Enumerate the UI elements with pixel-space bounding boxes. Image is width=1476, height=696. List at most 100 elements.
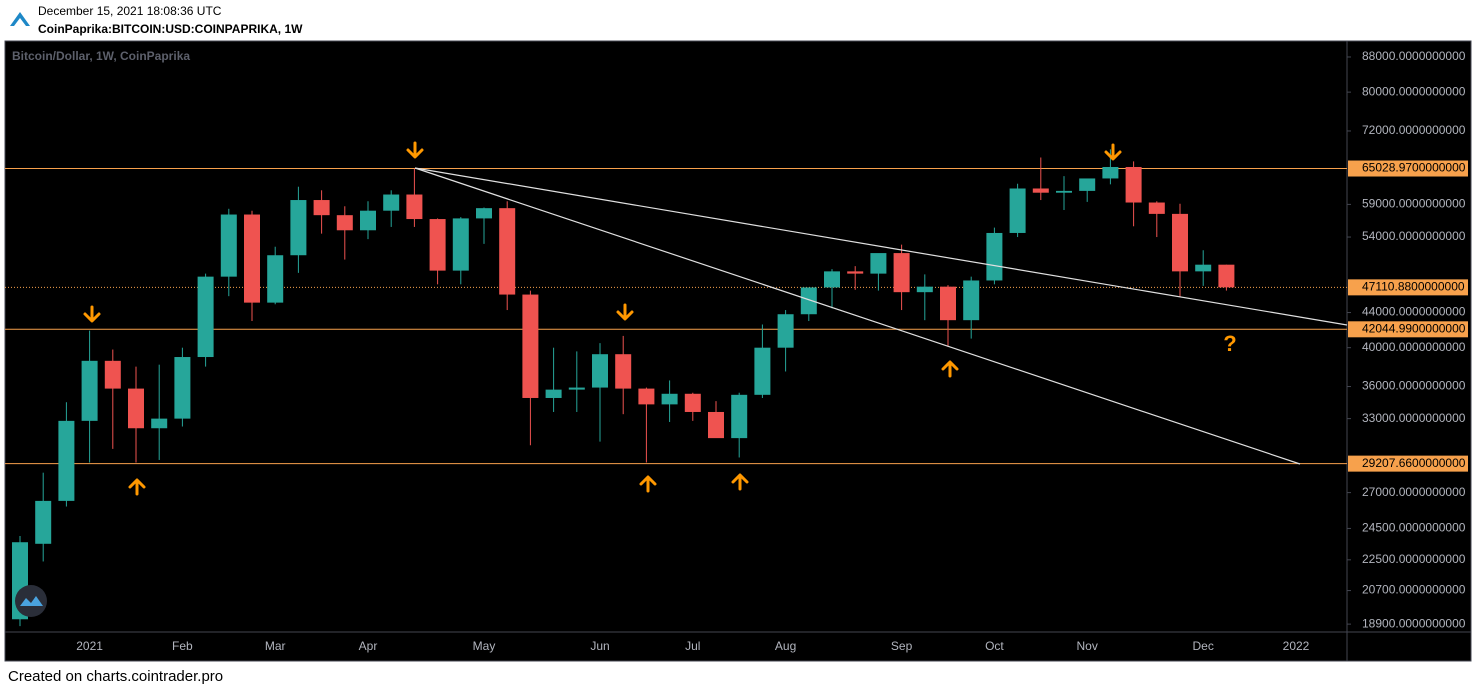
trend-line [414,167,1301,465]
annotation: ? [1223,331,1236,356]
candle-body [522,294,539,398]
arrow-up [731,473,749,491]
level-label-bg [1348,455,1468,472]
y-tick-label: 54000.0000000000 [1362,229,1466,243]
arrow-down [83,305,101,323]
candle-body [267,255,284,303]
y-tick-label: 20700.0000000000 [1362,583,1466,597]
x-tick-label: Feb [172,639,193,653]
y-tick-label: 80000.0000000000 [1362,84,1466,98]
trend-lines [414,167,1348,465]
x-tick-label: Apr [359,639,378,653]
x-tick-label: Sep [891,639,913,653]
candle-body [197,276,214,358]
candle-body [476,208,492,219]
x-tick-label: 2021 [76,639,103,653]
plot [5,149,1347,627]
candle-body [1009,188,1026,233]
candle-body [963,280,980,321]
y-tick-label: 24500.0000000000 [1362,521,1466,535]
candle-body [986,232,1003,281]
x-tick-label: Jun [590,639,609,653]
candle-body [1032,188,1049,193]
level-label-bg [1348,321,1468,338]
y-tick-label: 40000.0000000000 [1362,340,1466,354]
candle-body [1172,213,1188,272]
arrow-up [941,360,959,378]
candle-body [429,219,446,271]
y-tick-label: 33000.0000000000 [1362,411,1466,425]
y-tick-label: 36000.0000000000 [1362,379,1466,393]
candle-body [290,200,307,256]
level-label: 42044.9900000000 [1362,321,1466,335]
candle-body [684,393,701,412]
y-tick-label: 59000.0000000000 [1362,197,1466,211]
x-tick-label: Nov [1077,639,1098,653]
x-tick-label: May [473,639,496,653]
chart-panel [4,40,1472,662]
arrows [83,141,1122,496]
candle-body [661,393,678,405]
x-tick-label: Jul [685,639,700,653]
candle-body [731,394,748,439]
candle-body [1195,264,1212,272]
y-tick-label: 18900.0000000000 [1362,616,1466,630]
candle-body [58,420,75,501]
arrow-down [616,303,634,321]
candle-body [568,387,585,390]
candle-body [1056,190,1072,193]
candle-body [244,214,260,303]
candle-body [220,214,237,277]
candle-body [545,389,562,398]
x-tick-label: Aug [775,639,796,653]
candle-body [1218,264,1235,288]
candle-body [81,360,98,421]
candle-body [104,360,121,389]
y-tick-label: 27000.0000000000 [1362,485,1466,499]
candle-body [1148,202,1165,214]
candle-body [1102,166,1119,179]
y-tick-label: 44000.0000000000 [1362,305,1466,319]
candle-body [360,210,376,231]
watermark-logo [15,585,47,617]
trend-line [414,167,1348,326]
candle-body [151,418,168,429]
candle-body [1125,166,1142,203]
candle-body [406,194,423,220]
candle-body [754,347,771,395]
candle-body [1079,178,1096,191]
candle-body [824,271,840,288]
candle-body [336,215,353,231]
arrow-down [406,141,424,159]
level-label-bg [1348,279,1468,296]
candle-body [940,286,956,321]
candle-body [592,354,608,388]
candle-body [128,388,144,429]
chart-title: Bitcoin/Dollar, 1W, CoinPaprika [12,49,190,63]
candle-body [35,500,52,544]
logo-inner [14,18,26,26]
x-tick-label: Mar [265,639,286,653]
candle-body [870,253,887,274]
candle-body [708,411,724,439]
candle-body [174,357,191,419]
timestamp: December 15, 2021 18:08:36 UTC [38,4,222,18]
footer: Created on charts.cointrader.pro [8,668,223,685]
candle-body [847,271,864,274]
level-label: 29207.6600000000 [1362,456,1466,470]
candle-body [615,354,632,389]
candle-body [916,286,933,293]
y-tick-label: 22500.0000000000 [1362,552,1466,566]
candle-body [452,218,469,271]
watermark-icon [20,596,43,606]
candle-body [383,194,400,211]
candle-body [499,208,516,295]
level-label: 47110.8800000000 [1362,280,1465,294]
x-tick-label: 2022 [1283,639,1310,653]
candle-body [313,200,330,216]
arrow-up [128,478,146,496]
candle-body [638,388,655,405]
candle-body [800,287,817,315]
